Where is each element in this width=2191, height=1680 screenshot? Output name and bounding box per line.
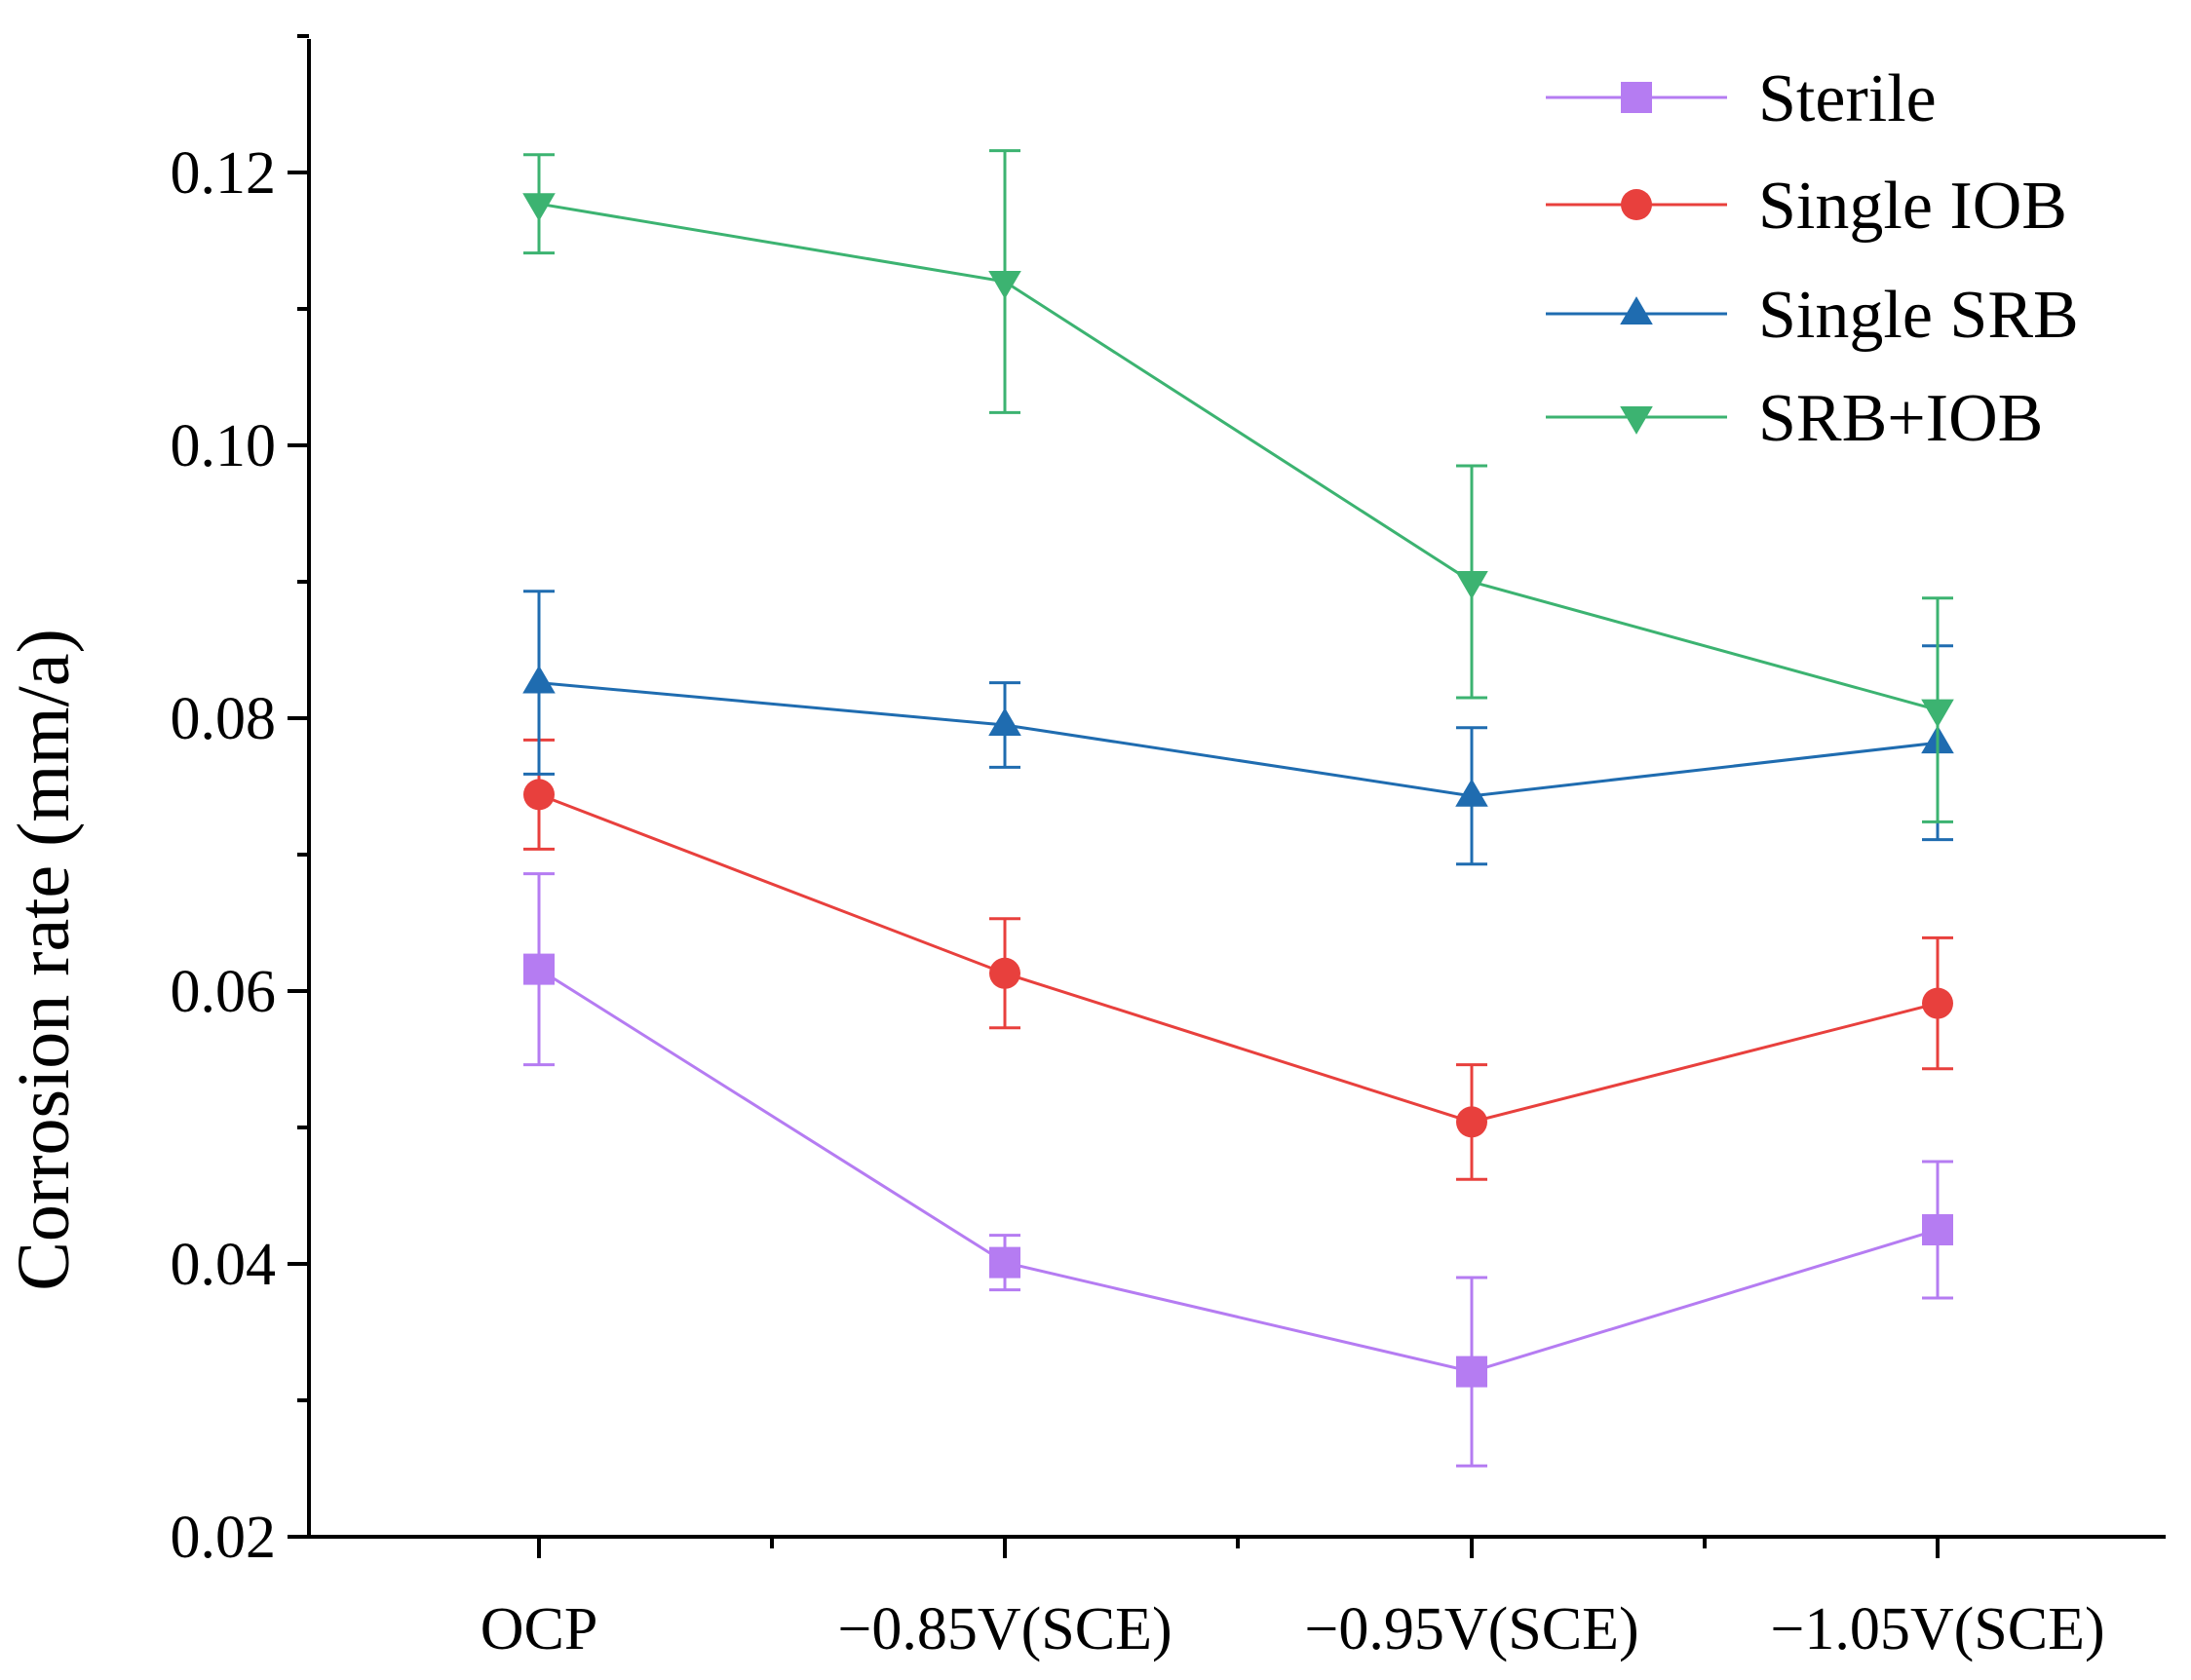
y-tick-label: 0.06 (171, 959, 277, 1025)
x-tick-label: −1.05V(SCE) (1770, 1596, 2104, 1662)
y-tick-label: 0.04 (171, 1232, 277, 1298)
series-line (538, 681, 1939, 798)
series-layer (522, 149, 1954, 1468)
data-point (1455, 778, 1488, 807)
y-tick-label: 0.02 (171, 1505, 277, 1571)
data-point (988, 271, 1021, 299)
data-point (1456, 1355, 1487, 1388)
y-ticks: 0.02 0.04 0.06 0.08 0.10 0.12 (171, 34, 309, 1571)
x-tick-label: −0.85V(SCE) (837, 1596, 1172, 1662)
legend: Sterile Single IOB Single SRB SRB+IOB (1546, 61, 2079, 456)
series-single-srb (522, 590, 1954, 866)
data-point (522, 193, 556, 222)
data-point (989, 1246, 1020, 1279)
series-line (538, 968, 1939, 1374)
data-point (1456, 1106, 1487, 1138)
data-point (523, 779, 555, 811)
data-point (522, 665, 556, 694)
legend-label: SRB+IOB (1758, 381, 2043, 456)
data-point (1922, 1214, 1953, 1245)
series-line (538, 792, 1939, 1124)
y-tick-label: 0.08 (171, 686, 277, 752)
data-point (523, 953, 555, 985)
data-point (1455, 571, 1488, 599)
data-point (1921, 699, 1954, 728)
y-tick-label: 0.10 (171, 413, 277, 479)
x-tick-label: −0.95V(SCE) (1304, 1596, 1638, 1662)
legend-marker (1620, 296, 1653, 325)
series-line (538, 202, 1939, 712)
legend-marker (1621, 189, 1652, 220)
data-point (1922, 987, 1953, 1019)
y-axis-title: Corrosion rate (mm/a) (3, 629, 85, 1291)
data-point (988, 707, 1021, 736)
legend-marker (1621, 82, 1652, 113)
x-ticks: OCP −0.85V(SCE) −0.95V(SCE) −1.05V(SCE) (480, 1537, 2105, 1662)
legend-label: Single IOB (1758, 169, 2067, 244)
series-srb-iob (522, 149, 1954, 823)
legend-label: Sterile (1758, 61, 1937, 136)
legend-marker (1620, 406, 1653, 435)
y-tick-label: 0.12 (171, 140, 277, 207)
legend-label: Single SRB (1758, 278, 2079, 353)
x-tick-label: OCP (480, 1596, 598, 1662)
series-sterile (523, 872, 1953, 1468)
data-point (989, 957, 1020, 989)
